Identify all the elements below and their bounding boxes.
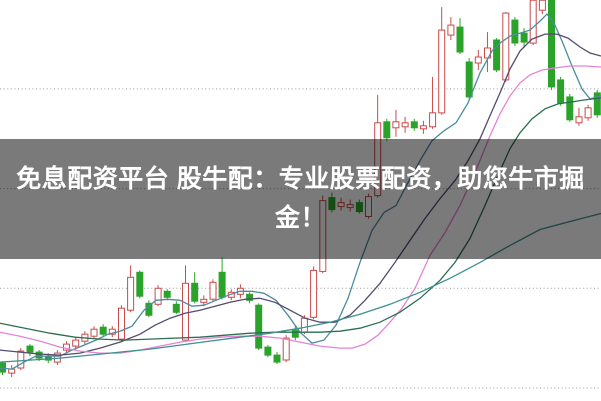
promo-text-line-1: 免息配资平台 股牛配：专业股票配资，助您牛市掘	[16, 165, 585, 193]
promo-text-line-2: 金！	[274, 204, 326, 232]
promo-banner: 免息配资平台 股牛配：专业股票配资，助您牛市掘 金！	[0, 139, 601, 259]
